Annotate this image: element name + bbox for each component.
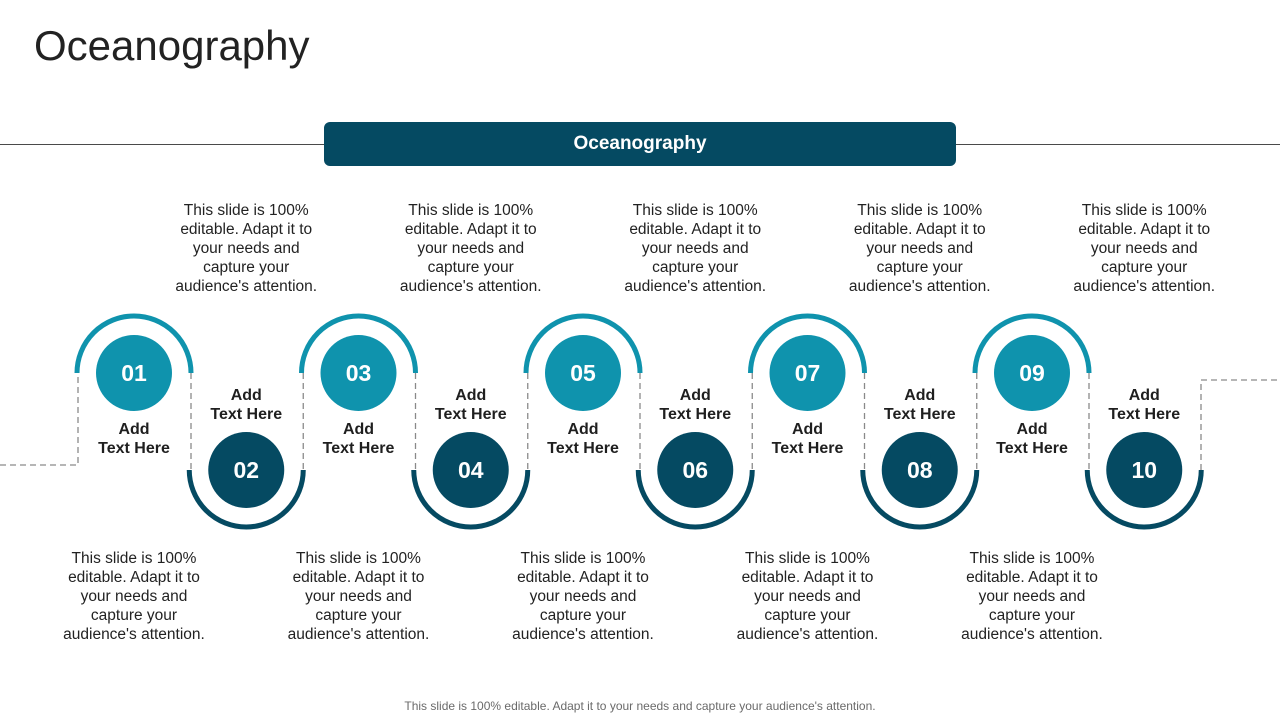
step-description: This slide is 100% editable. Adapt it to…: [63, 550, 205, 643]
step-label: Add Text Here: [322, 421, 395, 457]
step-arc: [186, 469, 306, 530]
step-description: This slide is 100% editable. Adapt it to…: [175, 202, 318, 295]
step-description: This slide is 100% editable. Adapt it to…: [512, 550, 654, 643]
step-number: 03: [346, 360, 372, 386]
step-circle: [1106, 432, 1183, 508]
step-circle: [881, 432, 958, 508]
step-description: This slide is 100% editable. Adapt it to…: [961, 550, 1103, 643]
step-description: This slide is 100% editable. Adapt it to…: [399, 202, 542, 295]
step-label: Add Text Here: [996, 421, 1068, 457]
section-banner: Oceanography: [324, 122, 956, 166]
step-circle: [208, 432, 285, 508]
step-description: This slide is 100% editable. Adapt it to…: [1073, 202, 1216, 295]
step-number: 07: [795, 360, 821, 386]
step-circle: [320, 335, 397, 411]
step-label: Add Text Here: [434, 387, 507, 423]
step-label: Add Text Here: [883, 387, 956, 423]
step-description: This slide is 100% editable. Adapt it to…: [736, 550, 879, 643]
step-arc: [635, 469, 755, 530]
step-arc: [860, 469, 980, 530]
step-number: 09: [1019, 360, 1045, 386]
step-circle: [432, 432, 509, 508]
step-number: 06: [682, 457, 708, 483]
step-number: 04: [458, 457, 484, 483]
step-label: Add Text Here: [659, 387, 732, 423]
step-circle: [994, 335, 1070, 411]
step-arc: [411, 469, 531, 530]
step-description: This slide is 100% editable. Adapt it to…: [287, 550, 430, 643]
step-number: 05: [570, 360, 596, 386]
step-label: Add Text Here: [210, 387, 283, 423]
step-circle: [657, 432, 734, 508]
step-arc: [972, 313, 1092, 374]
footnote: This slide is 100% editable. Adapt it to…: [404, 699, 876, 713]
step-number: 01: [121, 360, 147, 386]
step-label: Add Text Here: [1108, 387, 1181, 423]
page-title: Oceanography: [34, 22, 310, 69]
step-label: Add Text Here: [98, 421, 170, 457]
step-arc: [748, 313, 867, 374]
step-arc: [1084, 469, 1204, 530]
step-arc: [299, 313, 418, 374]
step-arc: [74, 313, 194, 374]
step-number: 02: [233, 457, 259, 483]
step-circle: [545, 335, 621, 411]
step-description: This slide is 100% editable. Adapt it to…: [624, 202, 767, 295]
step-label: Add Text Here: [771, 421, 844, 457]
step-arc: [523, 313, 643, 374]
step-circle: [96, 335, 172, 411]
lead-out-connector: [1200, 379, 1280, 470]
step-number: 10: [1131, 457, 1157, 483]
step-number: 08: [907, 457, 933, 483]
step-description: This slide is 100% editable. Adapt it to…: [848, 202, 991, 295]
lead-in-connector: [0, 373, 79, 466]
step-circle: [769, 335, 846, 411]
step-label: Add Text Here: [547, 421, 619, 457]
